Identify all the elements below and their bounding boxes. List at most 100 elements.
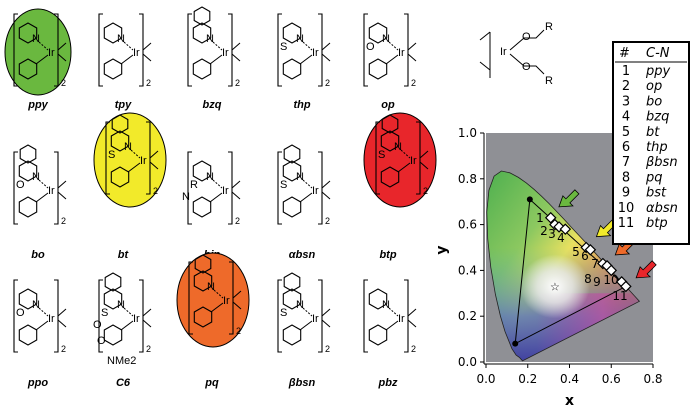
legend-ligand: bo [646, 94, 662, 109]
legend-number: 6 [622, 140, 630, 155]
highlight-ellipse [93, 112, 167, 208]
legend-number: 2 [622, 79, 630, 94]
complex-label: bo [31, 249, 45, 261]
iridium-label: Ir [133, 47, 140, 59]
heteroaryl-ring [103, 288, 123, 310]
legend-ligand: αbsn [646, 201, 678, 216]
data-point-9 [605, 264, 618, 277]
gamut-triangle [514, 198, 627, 345]
iridium-label: Ir [48, 313, 55, 325]
y-tick-label: 0.2 [458, 309, 477, 323]
acac-bonds [479, 29, 545, 78]
legend-ligand: βbsn [645, 155, 678, 170]
heteroatom-label: O [93, 319, 102, 331]
heteroatom-label: NMe2 [107, 355, 136, 367]
legend-number: 4 [622, 110, 630, 125]
ancillary-bond [232, 290, 242, 299]
data-point-6 [584, 243, 597, 256]
ancillary-bond [321, 319, 331, 328]
complex-label: tpy [115, 99, 132, 111]
coordination-bond [38, 179, 49, 189]
left-bracket [363, 13, 368, 87]
atom-label: N [117, 299, 125, 311]
legend-ligand: bt [646, 125, 660, 140]
complex-op: N Ir 2 Oop [363, 13, 417, 111]
subscript-2: 2 [146, 344, 151, 354]
y-tick-label: 0.4 [458, 263, 477, 277]
complex-bt: N Ir 2 Sbt [93, 112, 167, 261]
atom-label: N [124, 141, 132, 153]
point-label-3: 3 [548, 227, 556, 241]
ancillary-bond [57, 308, 67, 317]
cyclometalated-bond [120, 54, 134, 65]
cyclometalated-bond [299, 192, 313, 203]
ancillary-bond [407, 308, 417, 317]
left-bracket [277, 151, 282, 225]
legend-header-number: # [619, 46, 630, 61]
subscript-2: 2 [61, 344, 66, 354]
color-arrow [635, 260, 657, 279]
left-bracket [98, 279, 103, 353]
ancillary-bond [231, 53, 241, 62]
atom-label: N [32, 33, 40, 45]
highlight-ellipse [4, 8, 72, 96]
complex-label: C6 [116, 377, 131, 389]
complex-label: pq [204, 377, 219, 389]
aryl-ring [282, 58, 302, 80]
ancillary-bond [149, 150, 159, 159]
subscript-2: 2 [325, 78, 330, 88]
complex-tpy: N Ir 2 tpy [98, 13, 152, 111]
heteroaryl-ring [18, 160, 38, 182]
atom-label: N [296, 171, 304, 183]
aryl-ring [368, 324, 388, 346]
subscript-2: 2 [411, 344, 416, 354]
complex-label: bzq [203, 99, 222, 111]
legend-number: 9 [622, 186, 630, 201]
complex-pbz: N Ir 2 pbz [363, 279, 417, 389]
ancillary-bond [232, 301, 242, 310]
subscript-2: 2 [325, 344, 330, 354]
heteroaryl-ring [110, 130, 130, 152]
ancillary-bond [57, 42, 67, 51]
left-bracket [187, 151, 192, 225]
iridium-label: Ir [398, 47, 405, 59]
aryl-ring [18, 196, 38, 218]
aryl-ring [18, 324, 38, 346]
legend-table: # C-N 1 ppy 2 op 3 bo 4 bzq 5 bt 6 thp 7 βbsn 8 pq 9 bst 10 α… [612, 41, 690, 245]
complex-bin: NIr2RNbin [182, 151, 241, 261]
x-tick-label: 0.4 [560, 372, 579, 386]
highlight-ellipse [363, 112, 437, 208]
oxygen-label: O [522, 61, 531, 73]
ancillary-bond [57, 53, 67, 62]
complex-pq: N Ir 2 pq [176, 252, 250, 389]
coordination-bond [212, 179, 223, 189]
legend-header-cn: C-N [646, 46, 670, 61]
atom-label: N [382, 33, 390, 45]
legend-number: 10 [618, 201, 635, 216]
legend-box [612, 41, 690, 245]
iridium-label: Ir [140, 155, 147, 167]
legend-ligand: bst [646, 186, 667, 201]
heteroatom-label: O [97, 335, 106, 347]
heteroatom-label: O [16, 179, 25, 191]
cyclometalated-bond [385, 320, 399, 331]
primary-point [526, 196, 533, 203]
heteroatom-label: S [280, 41, 287, 53]
color-arrow [558, 189, 580, 208]
y-tick-label: 0.8 [458, 172, 477, 186]
cyclometalated-bond [397, 162, 411, 173]
subscript-2: 2 [146, 78, 151, 88]
atom-label: N [206, 171, 214, 183]
ancillary-bond [321, 308, 331, 317]
highlight-ellipse [176, 252, 250, 348]
iridium-label: Ir [312, 313, 319, 325]
iridium-label: Ir [500, 46, 507, 58]
ancillary-bond [419, 150, 429, 159]
x-tick-label: 0.2 [518, 372, 537, 386]
subscript-2: 2 [236, 326, 241, 336]
